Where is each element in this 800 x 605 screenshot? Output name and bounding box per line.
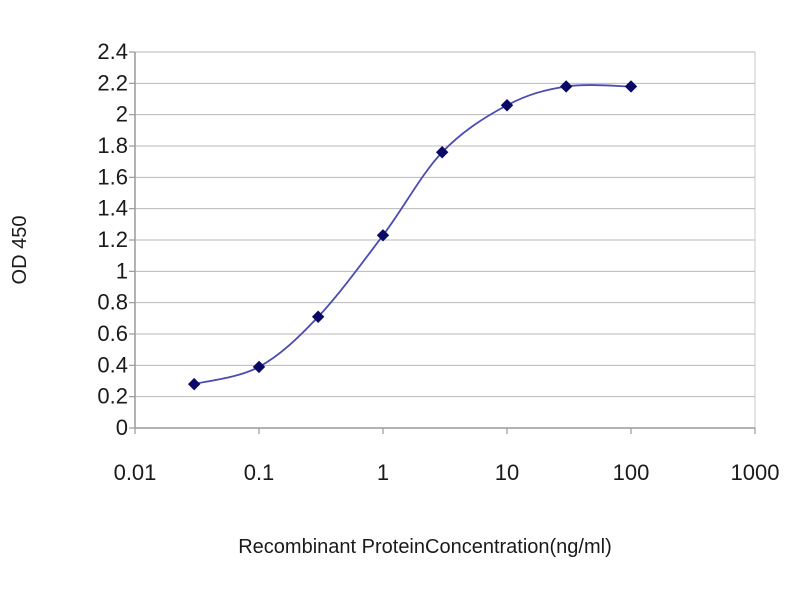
series-lines [193, 84, 632, 386]
x-tick-label: 1 [377, 460, 389, 485]
y-tick-label: 2.4 [97, 39, 128, 64]
y-tick-label: 0.4 [97, 352, 128, 377]
x-tick-label: 0.01 [114, 460, 157, 485]
x-tick-label: 0.1 [244, 460, 275, 485]
x-tick-label: 1000 [731, 460, 780, 485]
x-tick-label: 10 [495, 460, 519, 485]
data-point-marker [435, 146, 449, 159]
series-line-0 [193, 84, 632, 386]
data-point-marker [624, 80, 638, 93]
y-tick-label: 0.6 [97, 321, 128, 346]
grid-lines [135, 51, 755, 398]
y-tick-label: 2.2 [97, 70, 128, 95]
y-tick-label: 1.6 [97, 164, 128, 189]
y-tick-label: 0.2 [97, 384, 128, 409]
y-axis-title: OD 450 [9, 216, 31, 285]
data-point-marker [376, 229, 390, 242]
x-tick-label: 100 [613, 460, 650, 485]
data-point-marker [252, 360, 266, 374]
y-tick-label: 1.2 [97, 227, 128, 252]
data-point-marker [311, 310, 325, 323]
y-tick-label: 1.4 [97, 196, 128, 221]
y-tick-label: 0 [116, 415, 128, 440]
y-tick-label: 0.8 [97, 290, 128, 315]
series-markers [187, 80, 638, 391]
data-point-marker [500, 99, 514, 112]
y-tick-label: 2 [116, 102, 128, 127]
data-point-marker [187, 377, 201, 391]
data-point-marker [559, 80, 573, 93]
x-axis-title: Recombinant ProteinConcentration(ng/ml) [238, 536, 612, 558]
x-tick-labels: 0.01 0.1 1 10 100 1000 [114, 460, 780, 485]
y-tick-label: 1 [116, 258, 128, 283]
y-tick-labels: 0 0.2 0.4 0.6 0.8 1 1.2 1.4 1.6 1.8 2 2.2 2.4 [97, 39, 128, 440]
axes [129, 51, 756, 434]
y-tick-label: 1.8 [97, 133, 128, 158]
